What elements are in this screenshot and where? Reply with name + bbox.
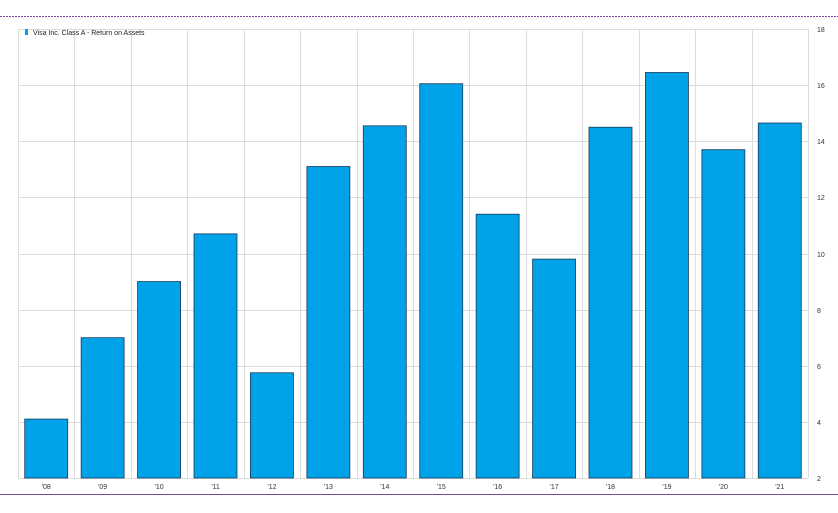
y-tick-label: 18 [817, 27, 825, 34]
x-tick-label: '17 [550, 484, 559, 491]
x-tick-label: '13 [324, 484, 333, 491]
bar [701, 149, 746, 479]
bar [588, 126, 633, 479]
y-tick-label: 4 [817, 420, 821, 427]
bar [137, 281, 181, 479]
bar [645, 72, 689, 479]
x-axis-labels: '08 '09 '10 '11 '12 '13 '14 '15 '16 '17 '18 '19 '20 '… [42, 484, 785, 491]
bar [362, 125, 407, 479]
bar [419, 83, 464, 479]
bar [193, 233, 238, 479]
y-tick-label: 10 [817, 252, 825, 259]
y-tick-label: 6 [817, 364, 821, 371]
bar [80, 337, 125, 479]
x-tick-label: '09 [98, 484, 107, 491]
x-tick-label: '21 [775, 484, 784, 491]
bar [24, 418, 69, 479]
y-tick-label: 8 [817, 308, 821, 315]
bar [306, 166, 351, 479]
y-tick-label: 12 [817, 195, 825, 202]
bar [250, 372, 294, 479]
y-tick-label: 14 [817, 139, 825, 146]
legend-label: Visa Inc. Class A - Return on Assets [33, 30, 145, 37]
bars [24, 72, 802, 479]
x-tick-label: '15 [437, 484, 446, 491]
gridlines [18, 29, 809, 479]
bar [475, 213, 520, 479]
bar [757, 122, 802, 479]
x-tick-label: '16 [493, 484, 502, 491]
y-tick-label: 16 [817, 83, 825, 90]
x-tick-label: '10 [155, 484, 164, 491]
legend: Visa Inc. Class A - Return on Assets [25, 29, 145, 37]
bar [532, 258, 576, 479]
y-axis-labels: 2 4 6 8 10 12 14 16 18 [817, 27, 825, 483]
legend-marker [25, 29, 28, 35]
y-tick-label: 2 [817, 476, 821, 483]
x-tick-label: '11 [211, 484, 220, 491]
x-tick-label: '18 [606, 484, 615, 491]
x-tick-label: '14 [380, 484, 389, 491]
x-tick-label: '20 [719, 484, 728, 491]
x-tick-label: '08 [42, 484, 51, 491]
x-tick-label: '19 [662, 484, 671, 491]
x-tick-label: '12 [267, 484, 276, 491]
